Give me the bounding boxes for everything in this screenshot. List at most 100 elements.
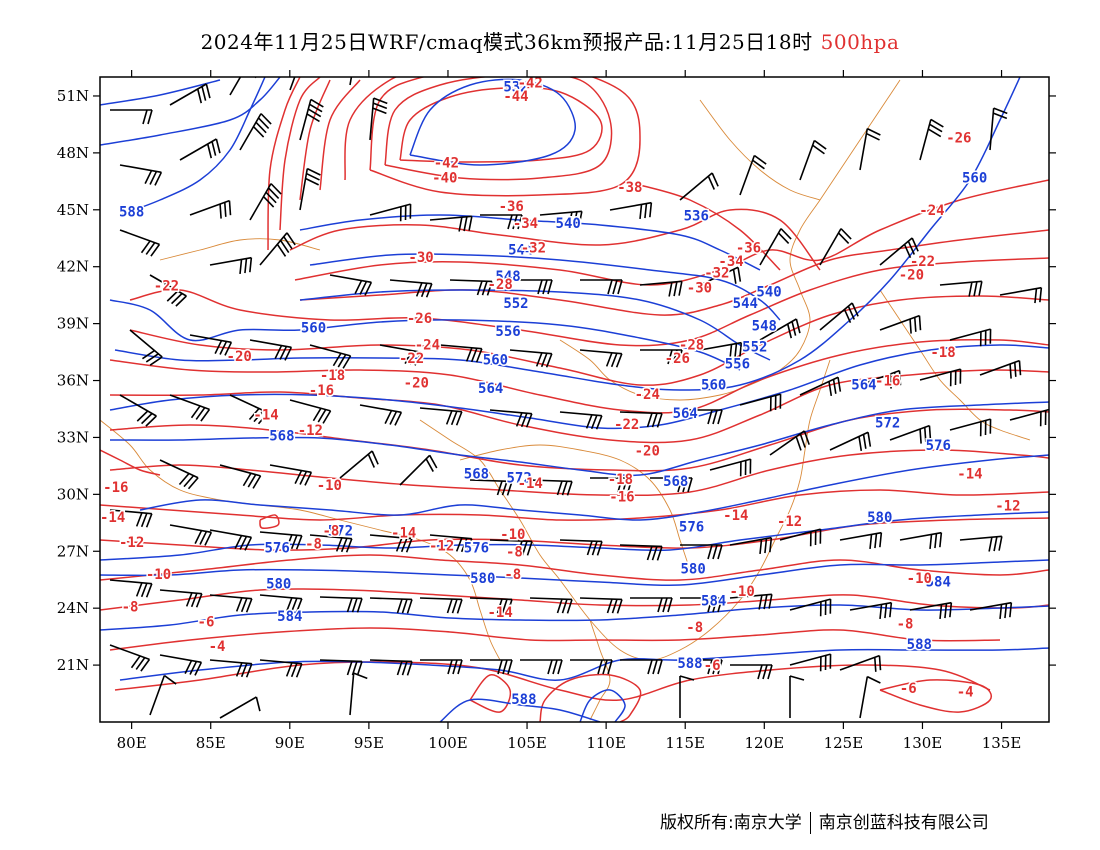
temperature-label: -12 [777,514,802,530]
temperature-contours [100,77,1049,722]
wind-barb [349,77,353,86]
temperature-label: -32 [704,265,729,281]
credit-separator [809,812,811,834]
temperature-isotherm [369,77,641,197]
wind-barb [219,464,262,489]
temperature-label: -24 [415,337,440,353]
wind-barb [969,601,1013,620]
wind-barb [799,376,842,396]
height-isohypse [409,78,576,166]
height-label: 572 [328,523,353,539]
lat-tick-label: 21N [57,656,89,674]
lon-tick-label: 80E [117,734,147,752]
temperature-label: -42 [434,155,459,171]
wind-barb [399,454,438,486]
height-isohypse [109,299,741,371]
height-label: 572 [506,470,531,486]
wind-barb [939,280,983,297]
height-label: 532 [503,79,528,95]
height-label: 544 [508,243,533,259]
height-label: 580 [867,510,892,526]
wind-barb [819,228,852,266]
temperature-label: -8 [897,616,914,632]
temperature-isotherm [279,77,321,231]
wind-barb [159,459,199,490]
lat-tick-label: 48N [57,144,89,162]
wind-barb [609,201,653,220]
height-isohypse [100,604,1049,631]
border-lines [100,79,1031,721]
wind-barb [640,349,683,365]
temperature-label: -16 [309,383,334,399]
wind-barb [319,596,363,613]
height-label: 572 [875,415,900,431]
wind-barb [179,138,221,161]
height-label: 580 [266,577,291,593]
wind-barb [879,314,922,334]
wind-barb [709,458,752,477]
wind-barb [259,594,303,613]
wind-barb [109,509,153,528]
temperature-label: -24 [635,387,660,403]
height-label: 544 [733,296,758,312]
wind-barb [819,302,859,331]
lon-tick-label: 95E [354,734,384,752]
wind-barb [110,109,153,125]
height-contours [100,77,1049,722]
border-line [459,444,691,571]
copyright-credit: 版权所有:南京大学 南京创蓝科技有限公司 [660,808,989,834]
height-isohypse [299,289,771,361]
wind-barb [419,597,463,614]
wind-barb [849,601,893,620]
wind-barb [109,579,153,598]
temperature-label: -16 [875,374,900,390]
temperature-label: -28 [488,277,513,293]
wind-barb [259,232,296,266]
wind-barb [630,597,673,613]
wind-barb [159,654,203,676]
temperature-label: -14 [100,510,125,526]
temperature-label: -28 [679,337,704,353]
temperature-label: -30 [408,250,433,266]
wind-barb [580,279,623,295]
temperature-isotherm [109,627,1001,651]
lon-tick-label: 125E [824,734,864,752]
temperature-label: -30 [687,281,712,297]
wind-barb [249,339,293,361]
height-isohypse [109,401,1049,477]
height-label: 588 [677,656,702,672]
height-label: 568 [663,474,688,490]
temperature-label: -6 [198,614,215,630]
height-label: 556 [495,324,520,340]
wind-barb [309,344,352,369]
wind-barb [510,279,553,295]
wind-barb [639,280,683,297]
wind-barb [299,167,321,211]
wind-barb [149,274,187,307]
height-isohypse [100,77,281,146]
temperature-label: -26 [665,351,690,367]
height-isohypse [439,698,601,722]
temperature-isotherm [319,79,361,191]
wind-barb [839,654,882,672]
wind-barb [269,464,313,486]
height-label: 540 [556,216,581,232]
lon-tick-label: 110E [586,734,626,752]
temperature-isotherm [539,673,642,722]
lon-tick-label: 115E [665,734,705,752]
wind-barb [309,534,353,553]
wind-barb [329,274,373,296]
wind-barb [119,394,157,427]
temperature-label: -10 [317,478,342,494]
wind-barb [349,672,368,716]
temperature-isotherm [109,369,1049,444]
temperature-label: -44 [503,89,528,105]
height-label: 548 [752,319,777,335]
lat-tick-label: 36N [57,372,89,390]
lat-tick-label: 33N [57,428,89,446]
temperature-isotherm [879,679,992,713]
height-label: 564 [673,406,698,422]
wind-barb [919,118,944,161]
wind-barb [909,601,953,620]
height-label: 588 [119,205,144,221]
